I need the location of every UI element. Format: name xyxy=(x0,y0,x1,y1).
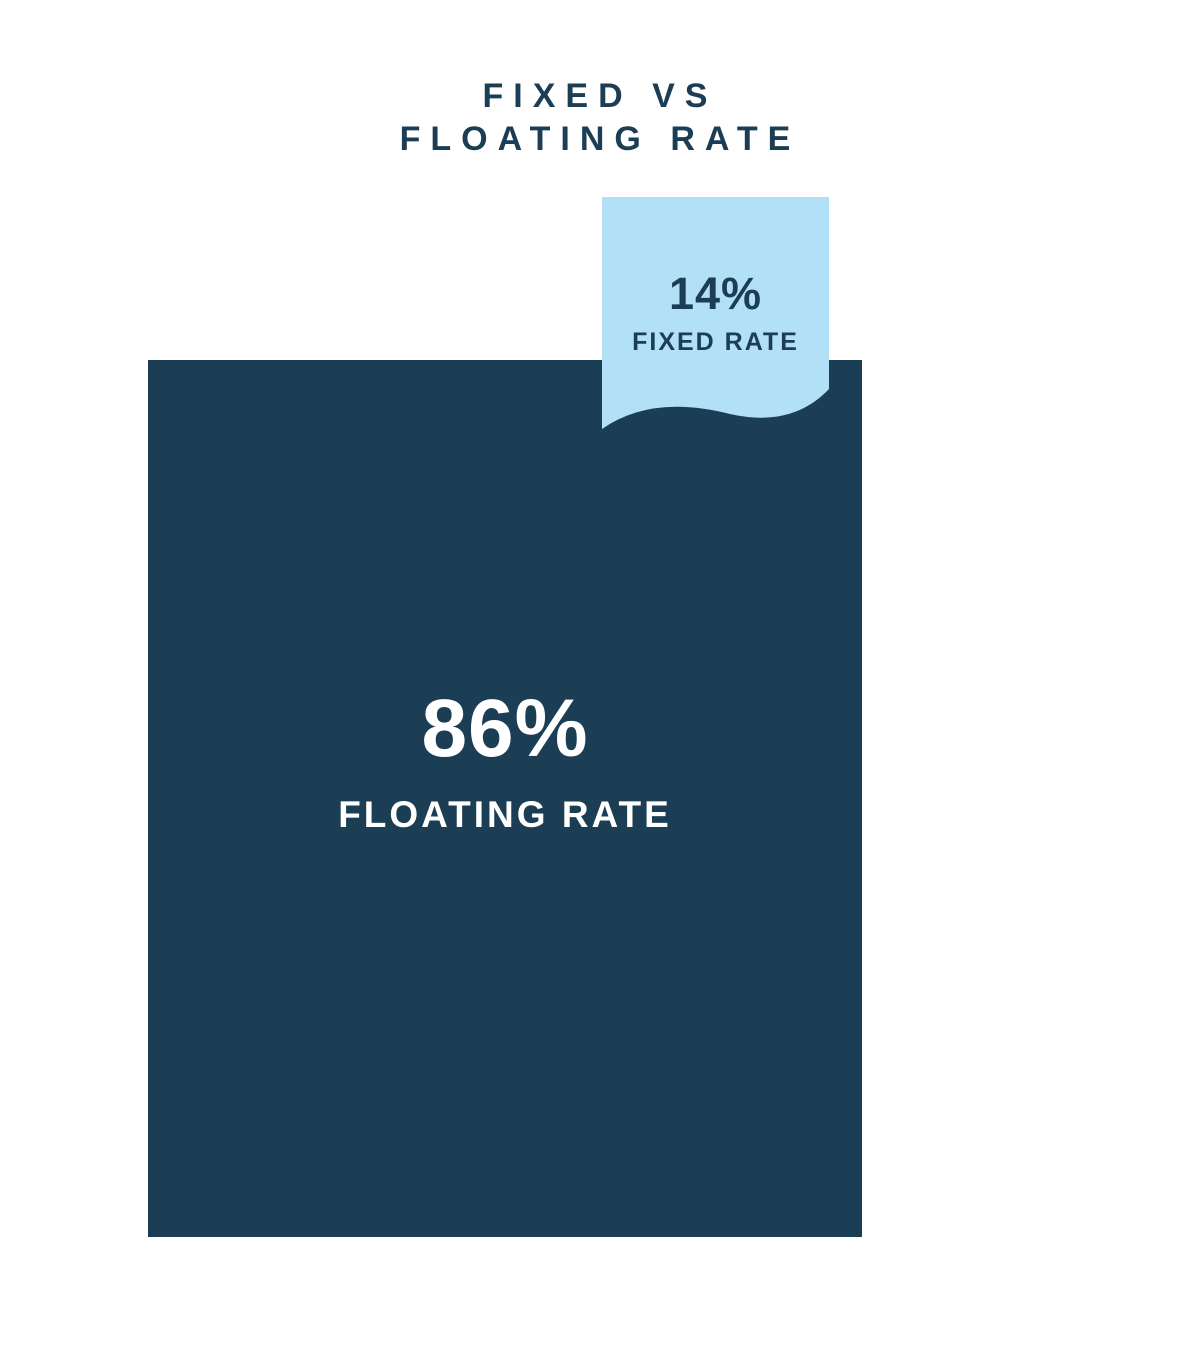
floating-rate-percent: 86% xyxy=(338,682,672,776)
floating-rate-segment: 86% FLOATING RATE xyxy=(148,360,862,1237)
notch-swoosh-icon xyxy=(602,354,829,429)
fixed-rate-label: FIXED RATE xyxy=(632,328,799,357)
title-line-2: FLOATING RATE xyxy=(400,120,801,158)
fixed-rate-percent: 14% xyxy=(669,268,762,320)
floating-rate-content: 86% FLOATING RATE xyxy=(338,682,672,836)
proportion-chart: 14% FIXED RATE 86% FLOATING RATE xyxy=(148,197,862,1237)
floating-rate-label: FLOATING RATE xyxy=(338,794,672,836)
chart-title: FIXED VS FLOATING RATE xyxy=(0,75,1200,160)
title-line-1: FIXED VS xyxy=(483,77,718,115)
